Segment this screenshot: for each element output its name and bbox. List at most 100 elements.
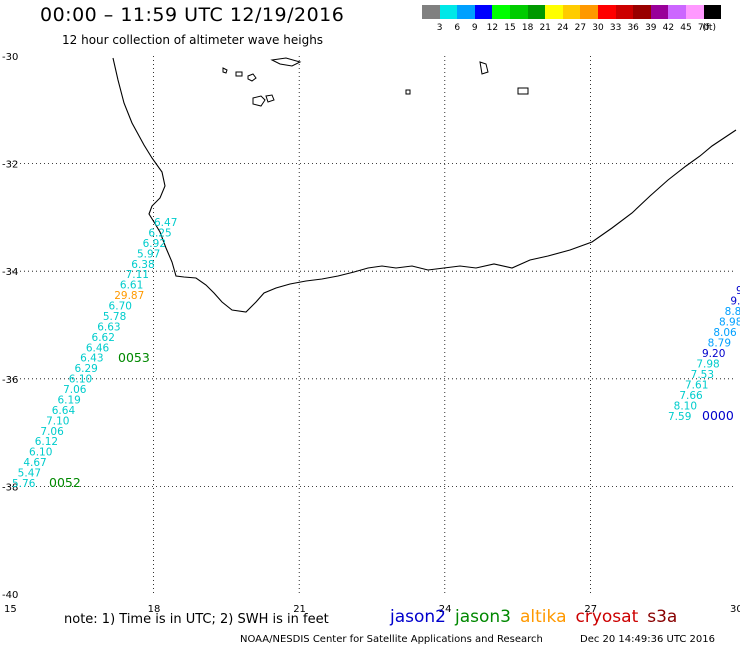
legend-swatch xyxy=(422,5,440,19)
island-5 xyxy=(265,94,275,103)
altimeter-tracks: 6.476.256.925.976.387.116.6129.876.705.7… xyxy=(12,217,740,490)
swh-value-label: 7.06 xyxy=(63,384,87,396)
swh-value-label: 8.8 xyxy=(725,306,740,318)
island-6 xyxy=(270,57,302,67)
legend-label: 21 xyxy=(539,23,551,33)
legend-label: 33 xyxy=(609,23,622,33)
swh-value-label: 6.25 xyxy=(148,227,171,239)
legend-swatch xyxy=(474,5,493,19)
longitude-tick-label: 30 xyxy=(730,604,740,615)
swh-value-label: 7.98 xyxy=(696,359,719,371)
legend-swatch xyxy=(580,5,598,19)
swh-value-label: 7.10 xyxy=(46,415,69,427)
legend-swatch xyxy=(598,5,616,19)
swh-value-label: 4.67 xyxy=(23,457,46,469)
swh-value-label: 6.46 xyxy=(86,342,110,354)
swh-value-label: 9. xyxy=(730,296,740,308)
legend-label: 42 xyxy=(662,23,675,33)
axis-tick-labels: 15 18 21 24 27 30 -30 -32 -34 -36 -38 -40 xyxy=(2,52,740,615)
swh-value-label: 6.10 xyxy=(69,374,92,386)
swh-value-label: 7.06 xyxy=(40,426,64,438)
swh-value-label: 6.61 xyxy=(120,280,143,292)
satellite-legend-jason2: jason2 xyxy=(390,607,446,627)
longitude-tick-label: 21 xyxy=(293,604,306,615)
satellite-legend-jason3: jason3 xyxy=(455,607,511,627)
legend-swatch xyxy=(703,5,722,19)
latitude-tick-label: -30 xyxy=(2,52,18,63)
legend-label: 70 xyxy=(697,23,710,33)
footer-credit: NOAA/NESDIS Center for Satellite Applica… xyxy=(240,634,543,645)
wave-height-color-legend: 3 6 9 12 15 18 21 24 27 30 33 36 39 42 45 70 (ft) xyxy=(422,5,740,35)
legend-label: 12 xyxy=(486,23,499,33)
legend-label: 24 xyxy=(557,23,569,33)
map-subtitle: 12 hour collection of altimeter wave hei… xyxy=(62,33,324,47)
legend-swatch xyxy=(510,5,528,19)
island-7 xyxy=(479,61,489,75)
legend-swatch xyxy=(457,5,475,19)
south-africa-coastline xyxy=(112,57,737,313)
swh-value-label: 8.10 xyxy=(674,401,697,413)
longitude-tick-label: 18 xyxy=(148,604,161,615)
legend-swatch xyxy=(527,5,546,19)
swh-value-label: 5.97 xyxy=(137,248,160,260)
legend-label: 27 xyxy=(574,23,587,33)
island-9 xyxy=(405,89,411,95)
swh-value-label: 6.19 xyxy=(57,394,80,406)
swh-value-label: 6.70 xyxy=(109,301,132,313)
legend-swatch xyxy=(545,5,563,19)
legend-label: 3 xyxy=(436,23,443,33)
swh-value-label: 6.92 xyxy=(143,238,166,250)
legend-label: 30 xyxy=(592,23,604,33)
swh-value-label: 6.43 xyxy=(80,353,103,365)
legend-label: 39 xyxy=(645,23,657,33)
swh-value-label: 7.11 xyxy=(126,269,149,281)
track-time-label: 0052 xyxy=(49,475,81,490)
legend-label: 18 xyxy=(521,23,534,33)
latitude-tick-label: -36 xyxy=(2,375,18,386)
footer-timestamp: Dec 20 14:49:36 UTC 2016 xyxy=(580,634,715,645)
legend-unit: (ft) xyxy=(702,23,716,33)
legend-swatch xyxy=(668,5,686,19)
latitude-tick-label: -32 xyxy=(2,160,18,171)
swh-value-label: 9.20 xyxy=(702,348,725,360)
swh-value-label: 8.98 xyxy=(719,317,740,329)
legend-swatch xyxy=(686,5,704,19)
swh-value-label: 5.47 xyxy=(18,468,41,480)
island-4 xyxy=(252,95,266,107)
track-time-label: 0053 xyxy=(118,350,150,365)
swh-value-label: 5.78 xyxy=(103,311,126,323)
swh-value-label: 5.76 xyxy=(12,478,36,490)
coastline xyxy=(112,57,737,313)
island-2 xyxy=(235,71,243,77)
legend-label: 6 xyxy=(454,23,461,33)
satellite-legend-cryosat: cryosat xyxy=(575,607,639,627)
swh-value-label: 7.53 xyxy=(691,369,714,381)
footer-note: note: 1) Time is in UTC; 2) SWH is in fe… xyxy=(64,612,329,627)
satellite-legend: jason2 jason3 altika cryosat s3a xyxy=(390,607,686,627)
latitude-tick-label: -40 xyxy=(2,590,18,601)
island-8 xyxy=(517,87,529,95)
track-time-label: 0000 xyxy=(702,408,734,423)
swh-value-label: 29.87 xyxy=(114,290,144,302)
swh-value-label: 7.66 xyxy=(679,390,703,402)
swh-value-label: 6.47 xyxy=(154,217,177,229)
swh-value-label: 6.10 xyxy=(29,447,52,459)
swh-value-label: 8.79 xyxy=(708,338,731,350)
swh-value-label: 6.29 xyxy=(74,363,97,375)
legend-swatch xyxy=(439,5,458,19)
latitude-tick-label: -34 xyxy=(2,267,18,278)
legend-label: 15 xyxy=(504,23,516,33)
longitude-tick-label: 15 xyxy=(4,604,17,615)
swh-value-label: 6.62 xyxy=(92,332,115,344)
island-3 xyxy=(247,73,257,82)
latitude-tick-label: -38 xyxy=(2,482,18,493)
swh-value-label: 7.61 xyxy=(685,380,708,392)
swh-value-label: 6.38 xyxy=(131,259,154,271)
swh-value-label: 6.64 xyxy=(52,405,76,417)
legend-label: 36 xyxy=(627,23,639,33)
legend-swatch xyxy=(492,5,510,19)
swh-value-label: 7.59 xyxy=(668,411,691,423)
satellite-legend-altika: altika xyxy=(520,607,567,627)
satellite-legend-s3a: s3a xyxy=(647,607,678,627)
longitude-tick-label: 27 xyxy=(584,604,597,615)
